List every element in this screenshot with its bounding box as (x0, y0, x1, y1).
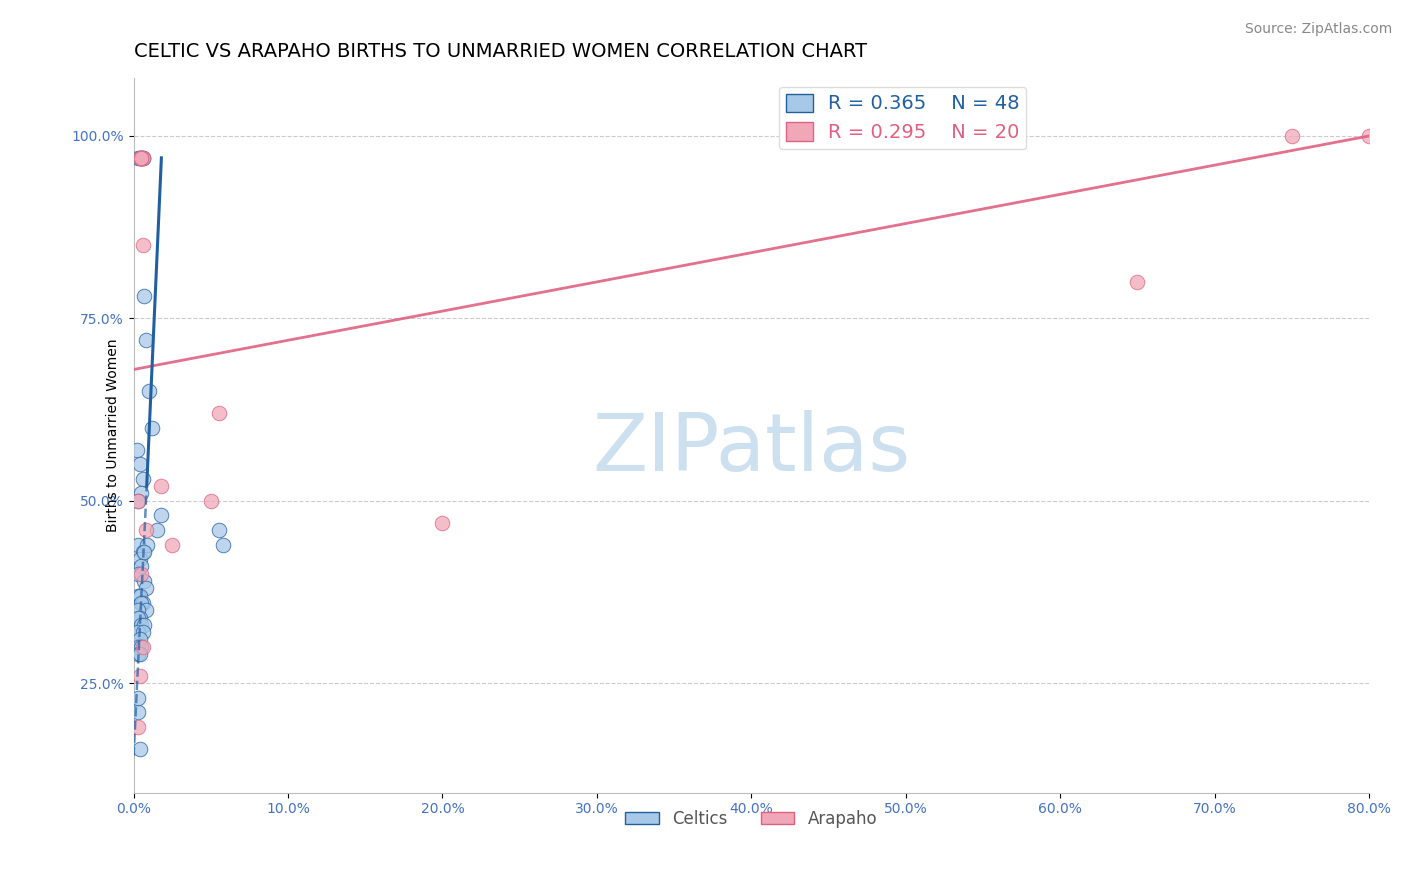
Point (127, 720, 149, 734)
Point (131, 151, 153, 165)
Point (127, 538, 149, 552)
Point (125, 442, 148, 457)
Point (131, 566, 153, 581)
Point (131, 151, 153, 165)
Point (132, 596, 155, 610)
Point (212, 538, 235, 552)
Legend: Celtics, Arapaho: Celtics, Arapaho (619, 803, 884, 834)
Point (135, 603, 157, 617)
Point (207, 406, 229, 420)
Point (127, 625, 149, 640)
Point (132, 472, 155, 486)
Point (150, 508, 173, 523)
Point (135, 582, 157, 596)
Point (128, 151, 150, 165)
Point (128, 742, 150, 756)
Point (1126, 275, 1149, 289)
Point (132, 151, 155, 165)
Point (131, 151, 153, 165)
Point (131, 596, 153, 610)
Point (432, 516, 454, 530)
Point (1281, 128, 1303, 143)
Point (150, 479, 173, 493)
Point (141, 421, 163, 435)
Point (128, 632, 150, 647)
Point (127, 706, 149, 720)
Point (135, 333, 157, 347)
Point (134, 617, 156, 632)
Point (132, 625, 155, 640)
Point (127, 493, 149, 508)
Point (134, 545, 156, 559)
Point (127, 566, 149, 581)
Point (135, 523, 157, 537)
Point (127, 493, 149, 508)
Point (136, 538, 159, 552)
Point (128, 589, 150, 603)
Point (160, 538, 183, 552)
Point (134, 574, 156, 588)
Point (134, 289, 156, 303)
Point (127, 589, 149, 603)
Text: Source: ZipAtlas.com: Source: ZipAtlas.com (1244, 22, 1392, 37)
Point (1358, 128, 1381, 143)
Point (132, 238, 155, 252)
Point (127, 640, 149, 654)
Point (132, 545, 155, 559)
Text: ZIPatlas: ZIPatlas (592, 410, 911, 489)
Point (127, 647, 149, 661)
Point (128, 151, 150, 165)
Point (127, 151, 149, 165)
Point (138, 384, 160, 399)
Text: CELTIC VS ARAPAHO BIRTHS TO UNMARRIED WOMEN CORRELATION CHART: CELTIC VS ARAPAHO BIRTHS TO UNMARRIED WO… (134, 42, 866, 61)
Point (131, 151, 153, 165)
Point (207, 523, 229, 537)
Point (131, 640, 153, 654)
Point (128, 610, 150, 624)
Point (131, 559, 153, 574)
Point (132, 151, 155, 165)
Point (145, 523, 167, 537)
Point (131, 486, 153, 500)
Point (127, 603, 149, 617)
Point (128, 458, 150, 472)
Point (131, 617, 153, 632)
Point (128, 647, 150, 661)
Point (127, 690, 149, 705)
Point (128, 552, 150, 566)
Point (132, 151, 155, 165)
Y-axis label: Births to Unmarried Women: Births to Unmarried Women (105, 338, 120, 532)
Point (127, 610, 149, 624)
Point (200, 493, 222, 508)
Point (131, 151, 153, 165)
Point (132, 640, 155, 654)
Point (128, 669, 150, 683)
